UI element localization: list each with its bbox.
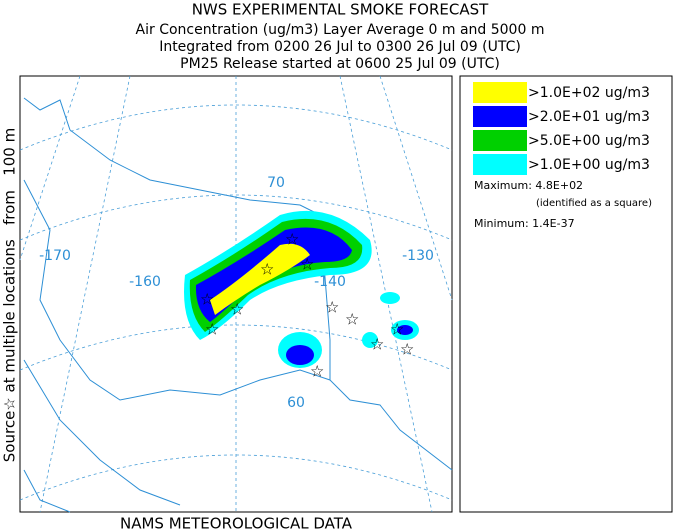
grid-label: -160 — [129, 274, 161, 290]
legend-label: >1.0E+02 ug/m3 — [528, 85, 650, 101]
footer: NAMS METEOROLOGICAL DATA — [120, 515, 353, 532]
subtitle: Air Concentration (ug/m3) Layer Average … — [136, 22, 545, 38]
title: NWS EXPERIMENTAL SMOKE FORECAST — [192, 1, 489, 19]
grid-label: -170 — [39, 248, 71, 264]
grid-label: -130 — [402, 248, 434, 264]
smoke-plume — [184, 210, 419, 368]
side-label: Source☆ at multiple locations from 100 m — [1, 128, 19, 462]
legend-minimum: Minimum: 1.4E-37 — [474, 217, 575, 230]
svg-text:☆: ☆ — [285, 230, 299, 249]
legend-label: >1.0E+00 ug/m3 — [528, 157, 650, 173]
legend-maximum: Maximum: 4.8E+02 — [474, 179, 583, 192]
grid-label: -140 — [314, 274, 346, 290]
svg-text:☆: ☆ — [300, 255, 314, 274]
map: ☆☆☆ ☆☆☆ ☆☆☆ ☆☆☆ — [19, 75, 453, 513]
svg-text:☆: ☆ — [370, 335, 384, 354]
legend-label: >2.0E+01 ug/m3 — [528, 109, 650, 125]
legend-swatch — [473, 106, 527, 127]
svg-text:☆: ☆ — [310, 362, 324, 381]
legend-swatch — [473, 82, 527, 103]
grid-label: 70 — [267, 175, 285, 191]
subtitle: PM25 Release started at 0600 25 Jul 09 (… — [180, 56, 500, 72]
svg-text:☆: ☆ — [400, 340, 414, 359]
legend-swatch — [473, 154, 527, 175]
svg-text:☆: ☆ — [345, 310, 359, 329]
svg-text:☆: ☆ — [205, 320, 219, 339]
svg-text:☆: ☆ — [200, 290, 214, 309]
grid-label: 60 — [287, 395, 305, 411]
svg-text:☆: ☆ — [230, 300, 244, 319]
subtitle: Integrated from 0200 26 Jul to 0300 26 J… — [159, 39, 521, 55]
svg-text:☆: ☆ — [390, 320, 404, 339]
legend-maximum-note: (identified as a square) — [536, 198, 652, 209]
svg-text:☆: ☆ — [260, 260, 274, 279]
source-stars: ☆☆☆ ☆☆☆ ☆☆☆ ☆☆☆ — [200, 230, 414, 381]
svg-text:☆: ☆ — [325, 298, 339, 317]
legend-label: >5.0E+00 ug/m3 — [528, 133, 650, 149]
legend-swatch — [473, 130, 527, 151]
